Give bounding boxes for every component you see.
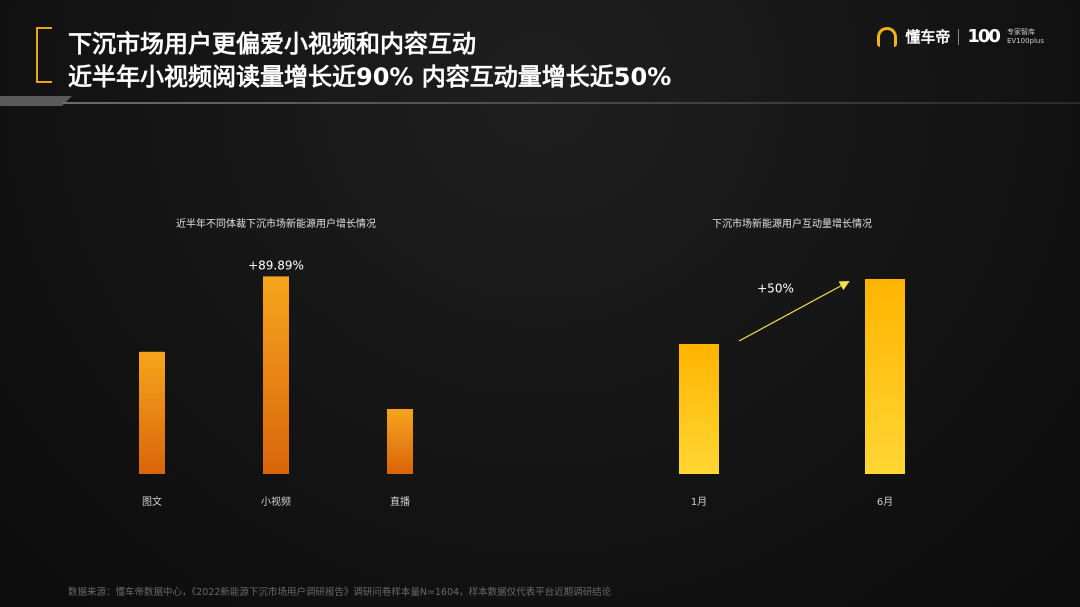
- right-chart-title: 下沉市场新能源用户互动量增长情况: [712, 217, 872, 230]
- ev100-sub-line1: 专家智库: [1006, 27, 1035, 36]
- header-divider: [0, 96, 1080, 106]
- title-bracket-decoration: [36, 27, 52, 83]
- left-bar: [387, 409, 413, 474]
- page-subtitle: 近半年小视频阅读量增长近90% 内容互动量增长近50%: [68, 63, 672, 91]
- left-tick-label: 图文: [142, 495, 162, 508]
- ev100-sub-line2: EV100plus: [1006, 36, 1044, 45]
- brand-separator: [958, 28, 960, 45]
- left-data-label: +89.89%: [248, 258, 304, 272]
- footer-source: 数据来源：懂车帝数据中心，《2022新能源下沉市场用户调研报告》调研问卷样本量N…: [68, 587, 612, 598]
- left-chart-title: 近半年不同体裁下沉市场新能源用户增长情况: [176, 217, 376, 230]
- dongchedi-logo-icon: [877, 26, 898, 47]
- header: 下沉市场用户更偏爱小视频和内容互动 近半年小视频阅读量增长近90% 内容互动量增…: [0, 0, 1080, 110]
- page-title: 下沉市场用户更偏爱小视频和内容互动: [68, 30, 476, 58]
- ev100-sub: 专家智库 EV100plus: [1007, 28, 1044, 46]
- left-bar: [139, 351, 165, 474]
- left-bar: [263, 276, 289, 474]
- left-tick-label: 小视频: [261, 495, 291, 508]
- brand-name: 懂车帝: [905, 28, 951, 46]
- left-tick-label: 直播: [390, 495, 410, 508]
- right-bar: [679, 344, 719, 474]
- right-tick-label: 1月: [691, 496, 707, 508]
- right-tick-label: 6月: [877, 496, 893, 508]
- right-growth-arrow: [738, 281, 850, 342]
- right-bar: [865, 279, 905, 474]
- right-growth-label: +50%: [757, 282, 794, 296]
- ev100-logo: 100: [967, 26, 1001, 47]
- brand-logos: 懂车帝 100 专家智库 EV100plus: [877, 26, 1044, 47]
